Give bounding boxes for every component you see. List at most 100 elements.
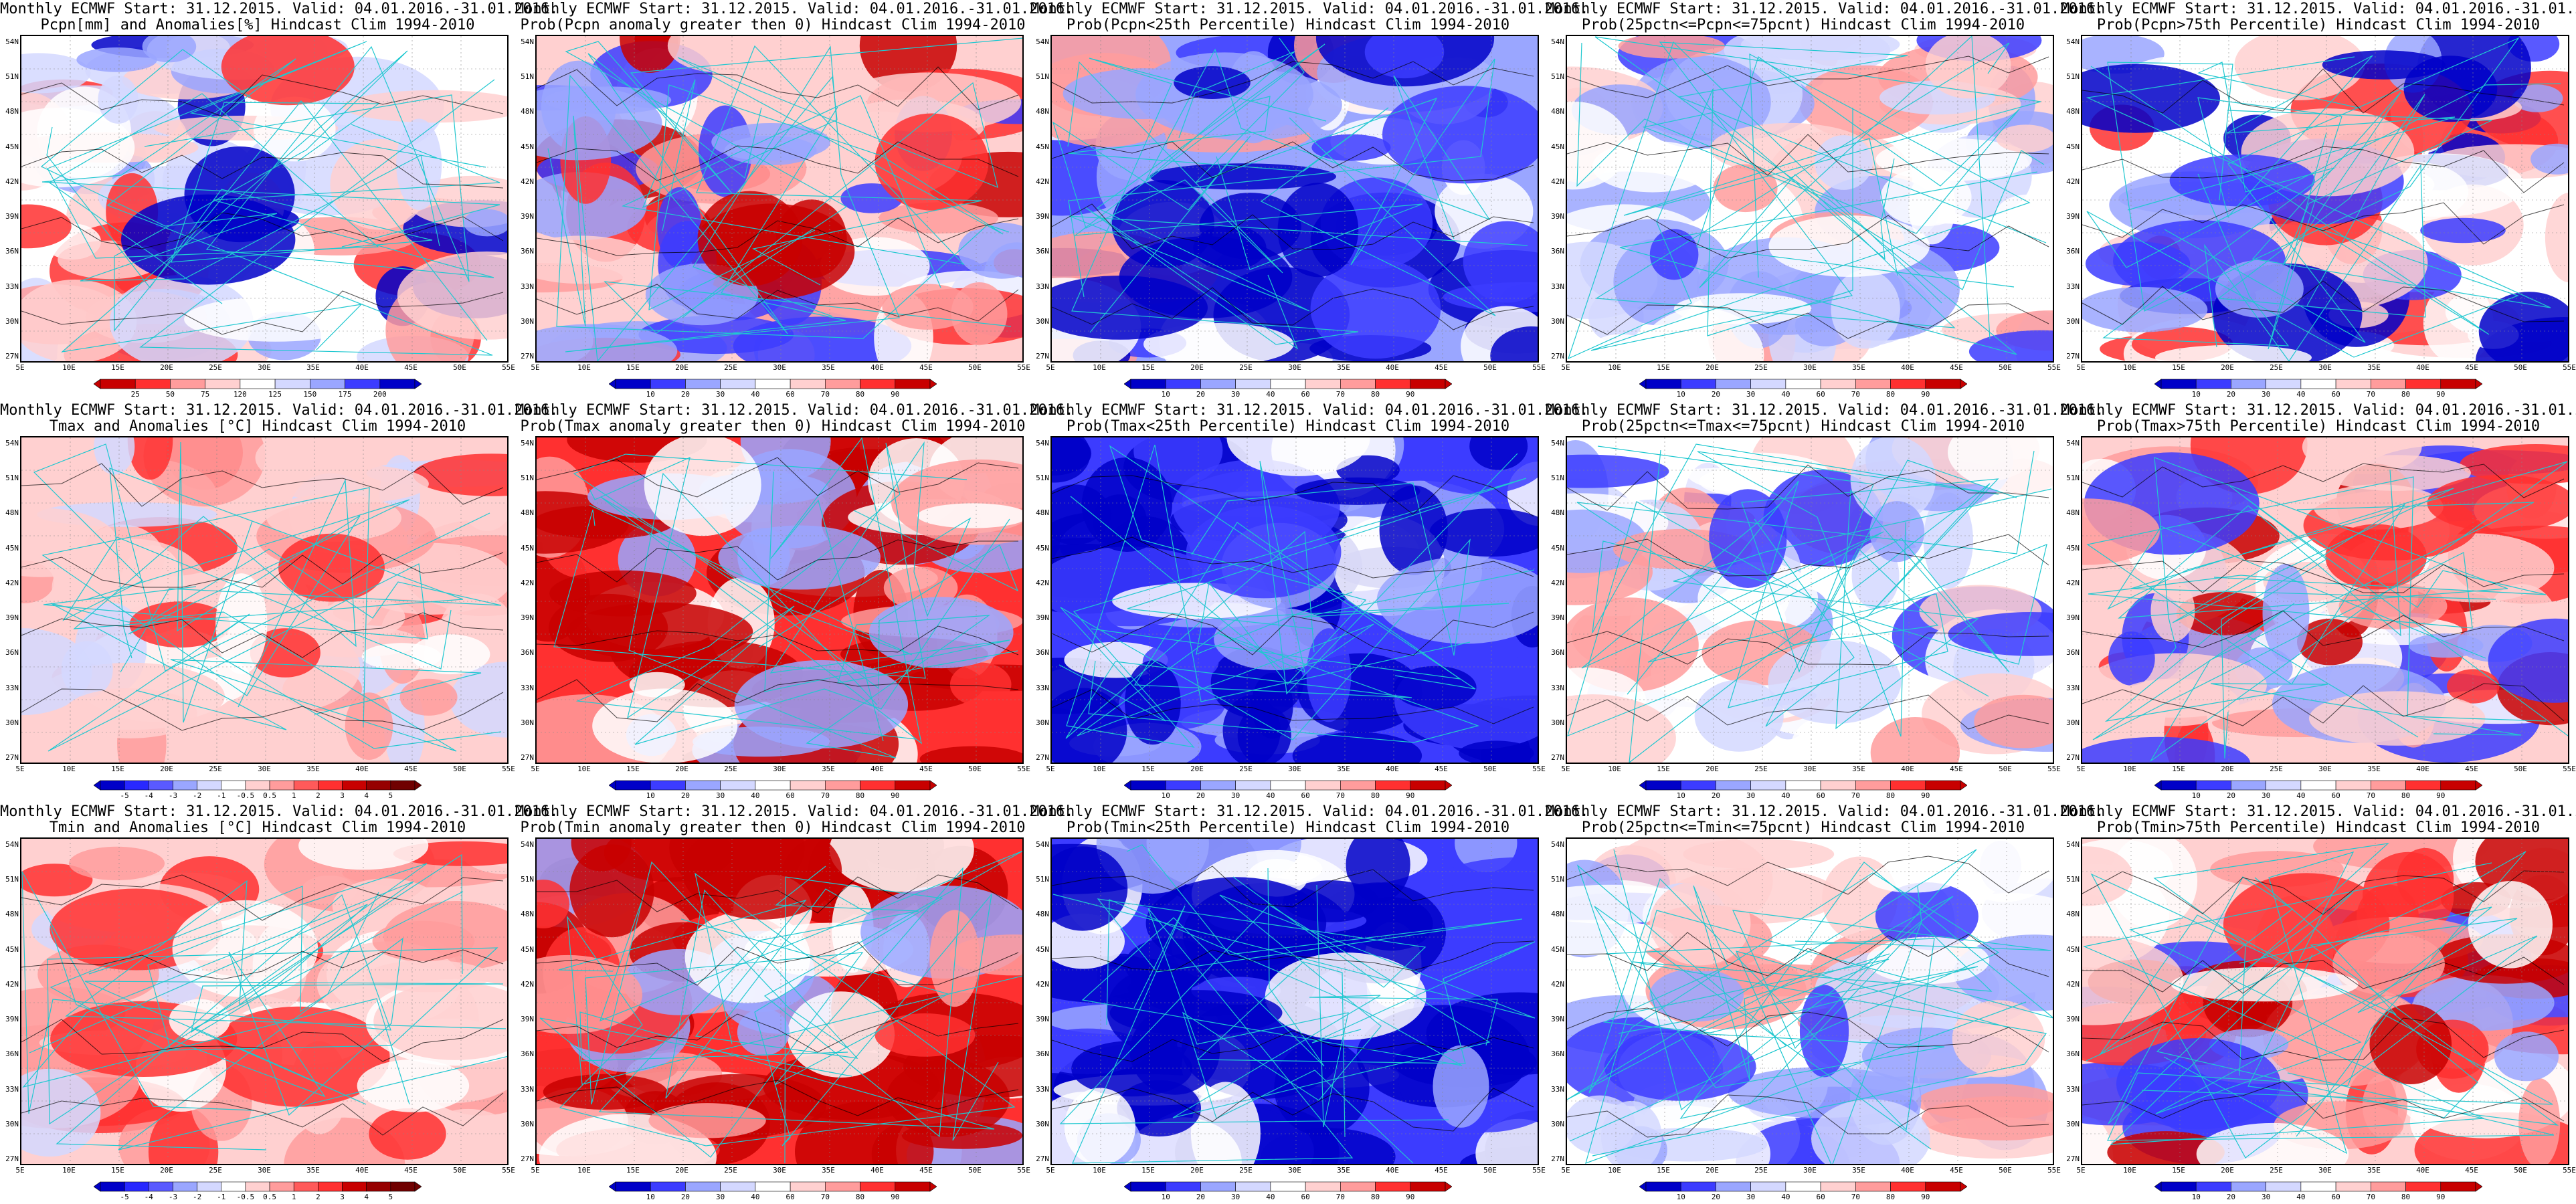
forecast-panel-r2c5: Monthly ECMWF Start: 31.12.2015. Valid: …: [2061, 401, 2576, 803]
coastline: [1052, 61, 1283, 333]
lat-label: 36N: [1036, 247, 1049, 256]
colorbar-tick-label: 40: [1266, 1193, 1275, 1201]
coastline: [29, 886, 379, 1054]
colorbar-segment: [100, 780, 125, 791]
forecast-panel-r1c5: Monthly ECMWF Start: 31.12.2015. Valid: …: [2061, 0, 2576, 401]
colorbar-tick-label: -3: [168, 1193, 178, 1201]
colorbar-tick-label: -3: [168, 791, 178, 800]
coastline: [41, 58, 500, 356]
colorbar-tick-label: 10: [1676, 390, 1685, 399]
lon-label: 45E: [404, 765, 418, 773]
lat-label: 36N: [1036, 1049, 1049, 1059]
lon-label: 10E: [1093, 1166, 1106, 1175]
lat-label: 51N: [1036, 474, 1049, 483]
lat-label: 51N: [521, 474, 534, 483]
forecast-map: [20, 436, 509, 764]
lat-label: 39N: [1036, 212, 1049, 221]
lon-label: 5E: [15, 363, 25, 372]
colorbar-tick-label: 80: [2401, 390, 2411, 399]
lat-label: 42N: [521, 578, 534, 587]
colorbar-tick-label: 30: [716, 791, 725, 800]
colorbar-tick-label: 70: [820, 390, 830, 399]
lon-label: 40E: [1386, 363, 1399, 372]
lat-label: 27N: [1036, 352, 1049, 361]
colorbar-segment: [2195, 379, 2231, 389]
lat-label: 36N: [2066, 247, 2080, 256]
colorbar-segment: [2440, 1181, 2476, 1192]
colorbar-tick-label: 10: [1676, 791, 1685, 800]
colorbar-segment: [124, 1181, 149, 1192]
lat-label: 48N: [1036, 910, 1049, 919]
lat-label: 36N: [2066, 1049, 2080, 1059]
lat-label: 33N: [5, 683, 19, 692]
coastline: [2153, 843, 2478, 1137]
colorbar-tick-label: 70: [1336, 791, 1345, 800]
colorbar-segment: [2335, 379, 2371, 389]
lon-label: 35E: [306, 1166, 320, 1175]
lat-label: 45N: [521, 543, 534, 553]
coastline: [1072, 884, 1354, 1164]
colorbar-right-arrow: [1960, 780, 1967, 791]
colorbar-tick-label: 70: [2366, 1193, 2375, 1201]
colorbar-tick-label: 4: [364, 1193, 369, 1201]
colorbar-tick-label: 80: [2401, 791, 2411, 800]
lon-label: 20E: [2221, 1166, 2234, 1175]
lon-label: 45E: [1435, 765, 1448, 773]
lat-label: 45N: [5, 142, 19, 151]
lat-label: 45N: [2066, 543, 2080, 553]
lon-label: 40E: [870, 1166, 884, 1175]
colorbar-segment: [860, 1181, 896, 1192]
lon-label: 15E: [1657, 765, 1670, 773]
lat-label: 27N: [521, 753, 534, 762]
coastline: [1145, 48, 1491, 239]
colorbar-segment: [1130, 780, 1166, 791]
colorbar-segment: [1130, 1181, 1166, 1192]
colorbar-segment: [269, 780, 294, 791]
lat-label: 42N: [1551, 979, 1564, 989]
lon-label: 5E: [2076, 765, 2086, 773]
lon-label: 15E: [2172, 363, 2185, 372]
panel-subtitle: Prob(Tmax<25th Percentile) Hindcast Clim…: [1066, 418, 1510, 435]
coastline: [2086, 66, 2561, 358]
colorbar-tick-label: 60: [1301, 390, 1310, 399]
colorbar-tick-label: 90: [891, 390, 900, 399]
colorbar-left-arrow: [609, 780, 616, 791]
colorbar: [94, 1181, 422, 1192]
colorbar-tick-label: 40: [751, 390, 760, 399]
colorbar: [1124, 379, 1452, 389]
panel-subtitle: Prob(25pctn<=Pcpn<=75pcnt) Hindcast Clim…: [1581, 17, 2025, 33]
colorbar-tick-label: 20: [1196, 791, 1206, 800]
lat-label: 39N: [1036, 1015, 1049, 1024]
coastline: [21, 871, 391, 1150]
lat-label: 45N: [1551, 142, 1564, 151]
colorbar-tick-label: 40: [1266, 791, 1275, 800]
lon-label: 20E: [2221, 765, 2234, 773]
lon-label: 55E: [502, 363, 515, 372]
lon-label: 40E: [1901, 363, 1914, 372]
colorbar-segment: [720, 780, 756, 791]
contour-line: [21, 74, 504, 117]
colorbar-segment: [1165, 1181, 1201, 1192]
lon-label: 10E: [2123, 363, 2136, 372]
lon-label: 25E: [1239, 363, 1253, 372]
panel-title: Monthly ECMWF Start: 31.12.2015. Valid: …: [1030, 803, 1589, 820]
lon-label: 35E: [2367, 363, 2381, 372]
colorbar-right-arrow: [929, 1181, 937, 1192]
lon-label: 10E: [62, 363, 76, 372]
lat-label: 36N: [1551, 1049, 1564, 1059]
lon-label: 20E: [1190, 363, 1204, 372]
colorbar-tick-label: 5: [388, 1193, 393, 1201]
lon-label: 55E: [2047, 765, 2061, 773]
coastline: [1109, 445, 1476, 690]
contour-line: [1567, 1007, 2049, 1053]
lat-label: 36N: [521, 247, 534, 256]
lon-label: 30E: [773, 363, 786, 372]
colorbar-segment: [1716, 1181, 1751, 1192]
colorbar-tick-label: 2: [316, 1193, 320, 1201]
lat-label: 42N: [521, 979, 534, 989]
lat-label: 30N: [1551, 718, 1564, 727]
lat-label: 48N: [521, 508, 534, 518]
coastline: [1594, 36, 2045, 290]
colorbar-tick-label: -4: [144, 791, 153, 800]
coastline: [559, 872, 1022, 1146]
